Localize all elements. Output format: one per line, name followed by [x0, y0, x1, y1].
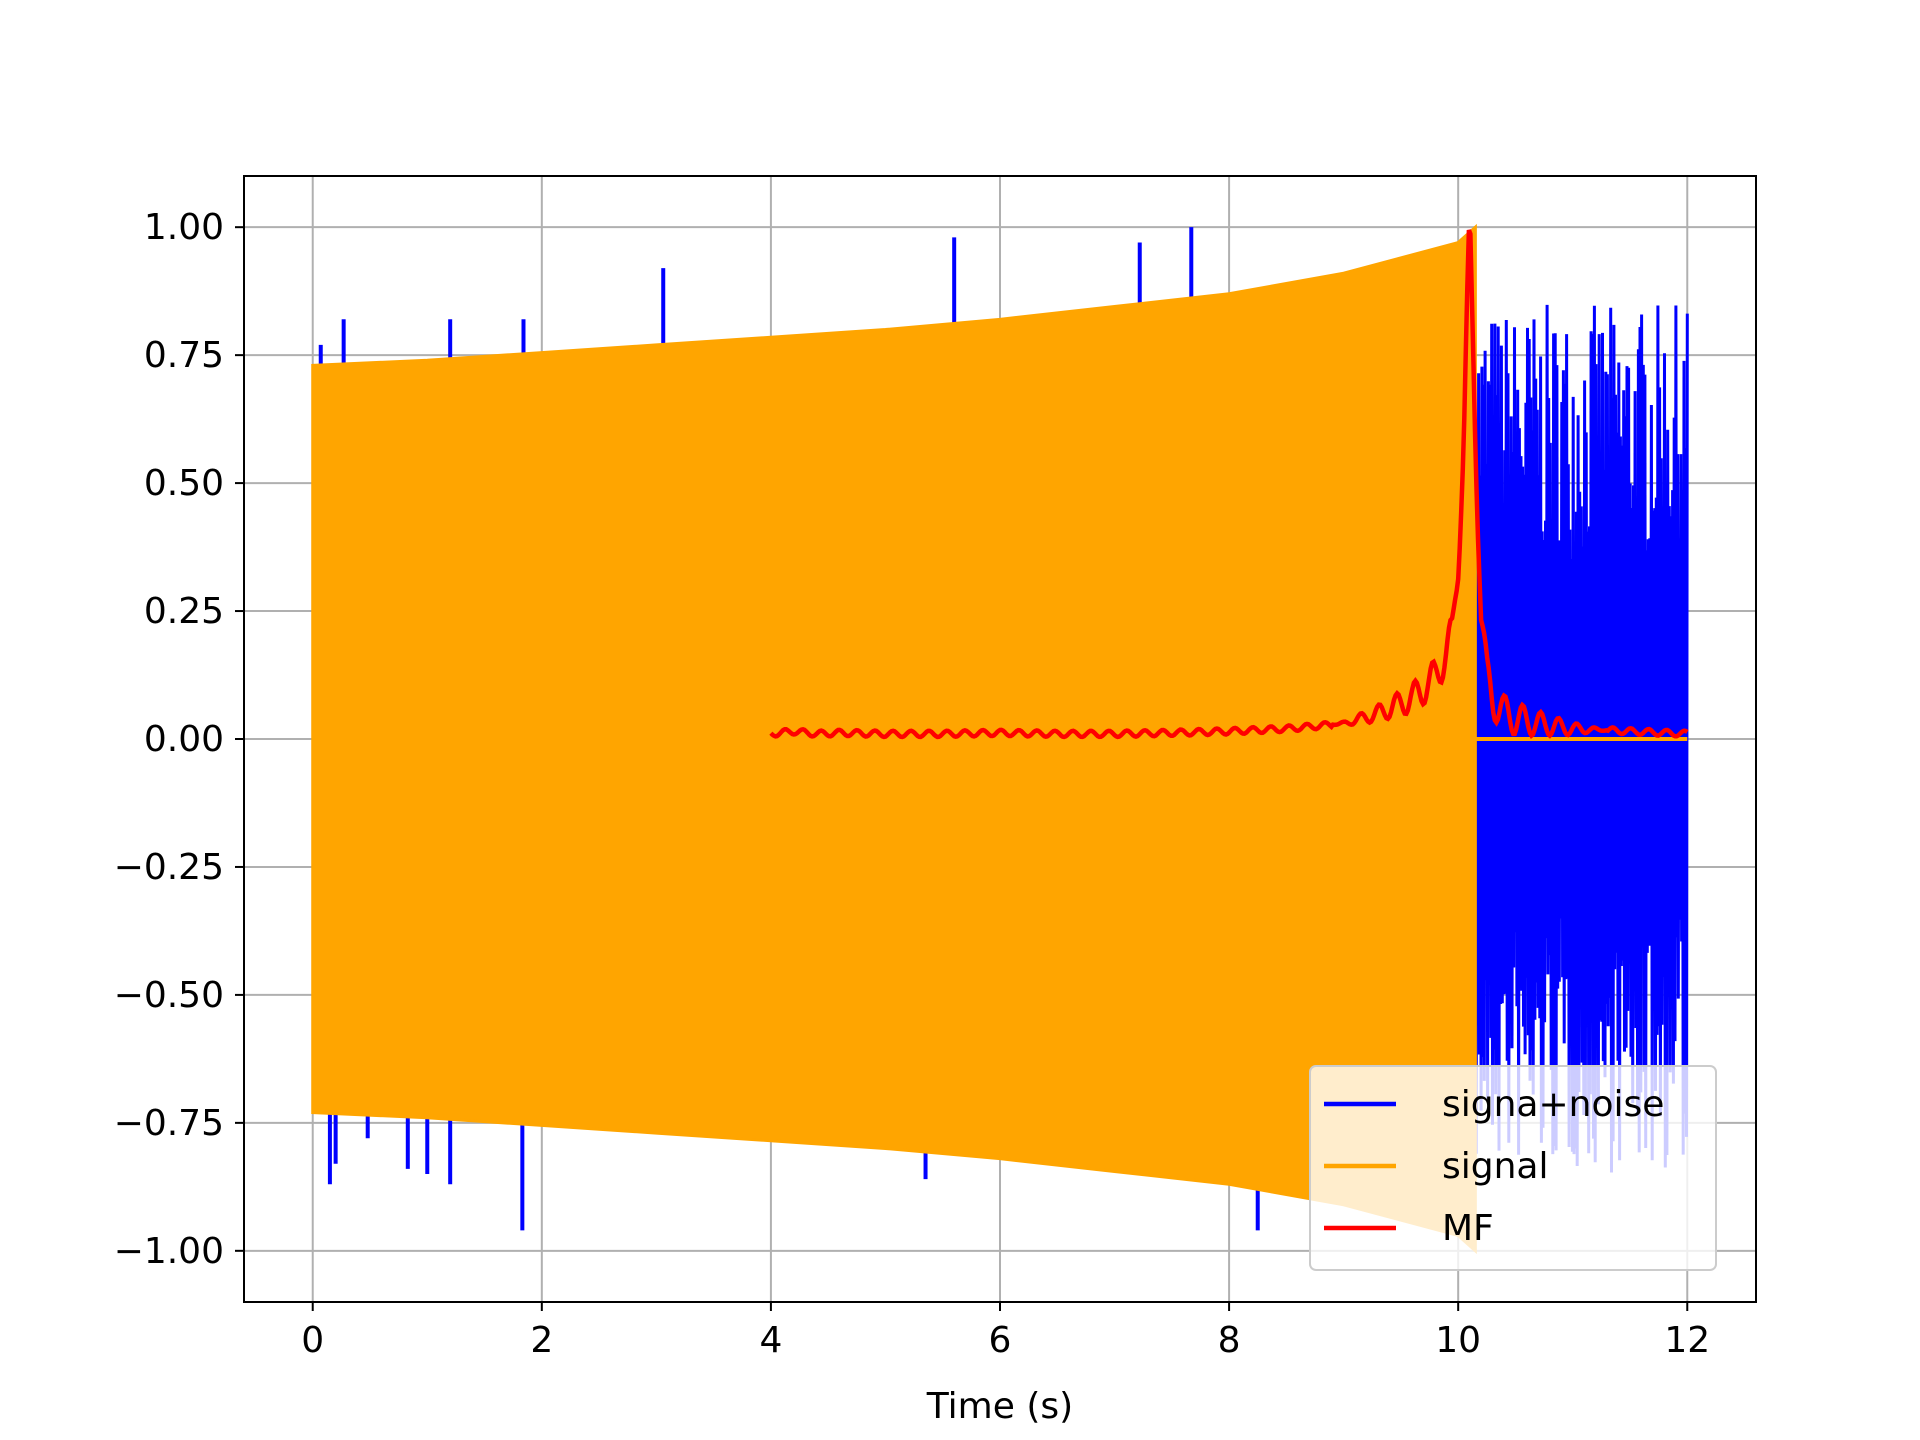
legend: signa+noise signal MF	[1309, 1065, 1717, 1271]
y-tick-label: −0.50	[114, 975, 224, 1016]
y-tick-label: 0.25	[144, 591, 224, 632]
legend-label: MF	[1442, 1208, 1494, 1249]
x-tick-label: 2	[530, 1320, 553, 1361]
legend-box	[1309, 1065, 1717, 1271]
legend-label: signal	[1442, 1146, 1549, 1187]
y-tick-label: −0.25	[114, 847, 224, 888]
y-tick-label: 0.50	[144, 463, 224, 504]
y-tick-label: 0.00	[144, 719, 224, 760]
x-axis-label: Time (s)	[926, 1386, 1073, 1427]
plot-area	[311, 223, 1689, 1255]
x-tick-label: 8	[1218, 1320, 1241, 1361]
y-axis: −1.00 −0.75 −0.50 −0.25 0.00 0.25 0.50 0.75 1.00	[114, 207, 244, 1272]
y-tick-label: −0.75	[114, 1103, 224, 1144]
series-group	[311, 223, 1689, 1255]
legend-label: signa+noise	[1442, 1084, 1664, 1125]
noise-line	[1473, 304, 1689, 1173]
x-tick-label: 10	[1435, 1320, 1481, 1361]
y-tick-label: 0.75	[144, 335, 224, 376]
x-axis: 0 2 4 6 8 10 12	[301, 1302, 1710, 1361]
mf-line	[769, 229, 1689, 740]
x-tick-label: 12	[1664, 1320, 1710, 1361]
signal-envelope	[311, 223, 1477, 1255]
y-tick-label: −1.00	[114, 1231, 224, 1272]
y-tick-label: 1.00	[144, 207, 224, 248]
x-tick-label: 4	[759, 1320, 782, 1361]
x-tick-label: 0	[301, 1320, 324, 1361]
x-tick-label: 6	[989, 1320, 1012, 1361]
